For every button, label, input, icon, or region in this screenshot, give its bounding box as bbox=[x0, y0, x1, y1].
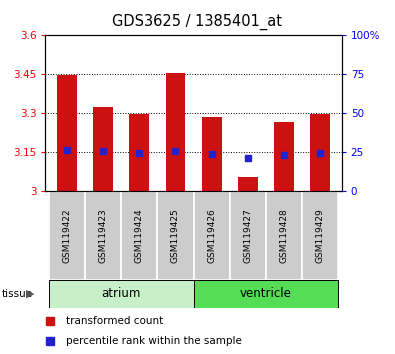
Bar bbox=[194, 280, 338, 308]
Bar bbox=[194, 191, 229, 280]
Text: GSM119422: GSM119422 bbox=[62, 208, 71, 263]
Text: GSM119427: GSM119427 bbox=[243, 208, 252, 263]
Bar bbox=[166, 73, 185, 191]
Bar bbox=[121, 191, 158, 280]
Text: ▶: ▶ bbox=[26, 289, 35, 299]
Bar bbox=[229, 191, 266, 280]
Bar bbox=[57, 75, 77, 191]
Text: GSM119423: GSM119423 bbox=[99, 208, 108, 263]
Bar bbox=[266, 191, 302, 280]
Bar bbox=[49, 280, 194, 308]
Bar bbox=[130, 114, 149, 191]
Bar bbox=[202, 117, 222, 191]
Text: GSM119428: GSM119428 bbox=[279, 208, 288, 263]
Text: atrium: atrium bbox=[102, 287, 141, 300]
Text: percentile rank within the sample: percentile rank within the sample bbox=[66, 336, 241, 346]
Text: GSM119426: GSM119426 bbox=[207, 208, 216, 263]
Bar bbox=[238, 177, 258, 191]
Bar bbox=[310, 114, 330, 191]
Text: ventricle: ventricle bbox=[240, 287, 292, 300]
Text: GSM119429: GSM119429 bbox=[316, 208, 325, 263]
Bar bbox=[158, 191, 194, 280]
Text: GSM119425: GSM119425 bbox=[171, 208, 180, 263]
Bar bbox=[49, 191, 85, 280]
Bar bbox=[93, 107, 113, 191]
Bar bbox=[85, 191, 121, 280]
Text: GSM119424: GSM119424 bbox=[135, 208, 144, 263]
Text: GDS3625 / 1385401_at: GDS3625 / 1385401_at bbox=[113, 14, 282, 30]
Bar bbox=[274, 121, 294, 191]
Text: transformed count: transformed count bbox=[66, 316, 163, 326]
Bar bbox=[302, 191, 338, 280]
Text: tissue: tissue bbox=[2, 289, 33, 299]
